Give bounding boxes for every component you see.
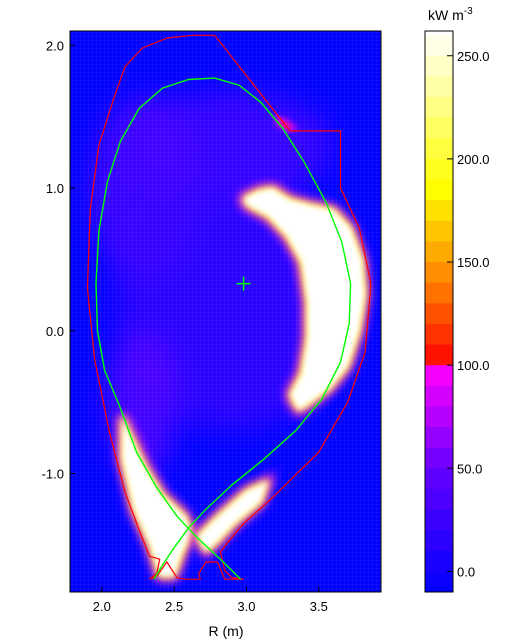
- colorbar-band: [425, 447, 453, 469]
- separatrix-line: [95, 77, 352, 580]
- colorbar-band: [425, 241, 453, 262]
- x-tick-label: 2.5: [165, 599, 183, 614]
- colorbar-band: [425, 138, 453, 159]
- boundary-lines-layer: [86, 34, 372, 580]
- grid-overlay: [70, 31, 381, 592]
- colorbar-band: [425, 220, 453, 242]
- colorbar-frame: [424, 30, 454, 593]
- colorbar-tick-label: 50.0: [457, 461, 482, 476]
- colorbar-tick-label: 150.0: [457, 255, 490, 270]
- colorbar-band: [425, 488, 453, 510]
- plot-frame: [69, 30, 382, 593]
- colorbar-band: [425, 385, 453, 407]
- colorbar-band: [425, 550, 453, 572]
- y-tick-label: -1.0: [42, 467, 64, 482]
- colorbar-title-base: kW m: [428, 7, 464, 23]
- y-tick-label: 2.0: [46, 38, 64, 53]
- colorbar-band: [425, 76, 453, 97]
- y-tick-label: 0.0: [46, 324, 64, 339]
- colorbar-bands: [425, 14, 453, 572]
- colorbar-band: [425, 509, 453, 531]
- plot-ticks-layer: 2.0 2.5 3.0 3.5 2.0 1.0 0.0 -1.0: [42, 38, 328, 614]
- colorbar-band: [425, 117, 453, 139]
- colorbar-band: [425, 200, 453, 221]
- colorbar-tick-label: 200.0: [457, 152, 490, 167]
- colorbar-ticks-layer: 250.0 200.0 150.0 100.0 50.0 0.0: [447, 49, 490, 579]
- colorbar-band: [425, 282, 453, 304]
- colorbar-band: [425, 55, 453, 77]
- colorbar-band: [425, 179, 453, 201]
- colorbar-tick-label: 100.0: [457, 358, 490, 373]
- colorbar-tick-label: 250.0: [457, 49, 490, 64]
- colorbar-band: [425, 406, 453, 427]
- colorbar-tick-label: 0.0: [457, 564, 475, 579]
- colorbar-band: [425, 427, 453, 448]
- outer-boundary-line: [86, 34, 372, 580]
- colorbar-band: [425, 323, 453, 345]
- colorbar-title-exponent: -3: [464, 6, 473, 17]
- colorbar-band: [425, 35, 453, 56]
- separatrix-leg-0: [118, 404, 242, 580]
- x-tick-label: 3.0: [237, 599, 255, 614]
- colorbar-band: [425, 365, 453, 386]
- colorbar-band: [425, 158, 453, 180]
- colorbar-band: [425, 344, 453, 366]
- colorbar-band: [425, 468, 453, 489]
- colorbar-band: [425, 530, 453, 551]
- x-tick-label: 2.0: [93, 599, 111, 614]
- colorbar: 250.0 200.0 150.0 100.0 50.0 0.0 kW m-3: [424, 6, 490, 593]
- colorbar-band: [425, 262, 453, 283]
- x-tick-label: 3.5: [310, 599, 328, 614]
- x-axis-title: R (m): [209, 623, 244, 639]
- colorbar-band: [425, 97, 453, 118]
- y-tick-label: 1.0: [46, 181, 64, 196]
- colorbar-title: kW m-3: [428, 6, 473, 23]
- colorbar-band: [425, 303, 453, 324]
- plot-area: 2.0 2.5 3.0 3.5 2.0 1.0 0.0 -1.0 R (m): [42, 30, 382, 639]
- colorbar-band: [425, 14, 453, 36]
